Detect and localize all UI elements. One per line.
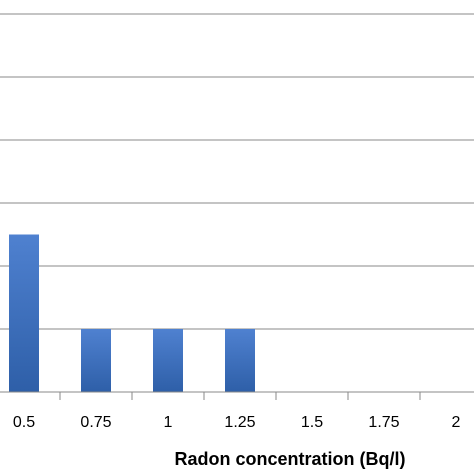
bar-0.75: [81, 329, 111, 392]
x-tick-label: 0.75: [80, 414, 111, 431]
x-axis: [0, 391, 474, 400]
x-tick-label: 0.5: [13, 414, 35, 431]
bar-0.5: [9, 234, 39, 392]
x-axis-title: Radon concentration (Bq/l): [175, 449, 406, 469]
bar-1.25: [225, 329, 255, 392]
x-tick-label: 1: [164, 414, 173, 431]
gridlines: [0, 13, 474, 330]
x-tick-label: 1.75: [368, 414, 399, 431]
x-tick-label: 1.5: [301, 414, 323, 431]
bars: [9, 234, 255, 392]
x-tick-label: 2: [452, 414, 461, 431]
x-tick-label: 1.25: [224, 414, 255, 431]
bar-1: [153, 329, 183, 392]
x-tick-labels: 0.5 0.75 1 1.25 1.5 1.75 2: [13, 414, 461, 431]
